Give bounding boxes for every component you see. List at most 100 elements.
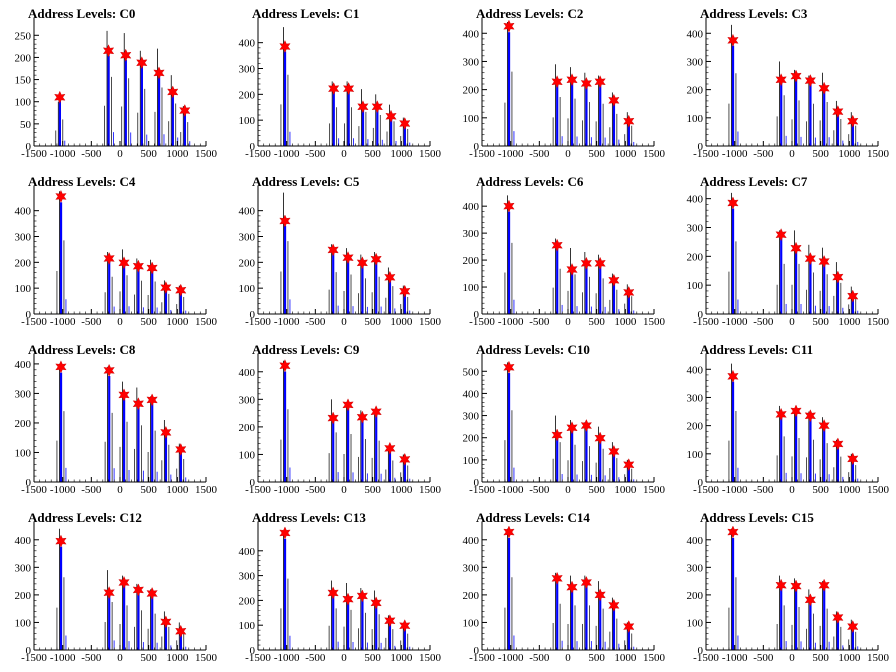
peak-marker xyxy=(623,285,635,299)
hist-bar xyxy=(507,373,511,482)
peak-marker xyxy=(727,525,739,539)
y-tick-label: 200 xyxy=(15,52,32,64)
peak-marker xyxy=(102,44,115,58)
peak-marker xyxy=(566,421,578,435)
x-tick-label: 500 xyxy=(812,316,829,328)
x-tick-label: 1000 xyxy=(390,484,413,496)
x-tick-label: -1500 xyxy=(21,148,47,160)
x-tick-label: -500 xyxy=(305,148,326,160)
x-tick-label: -1000 xyxy=(274,484,300,496)
hist-bar xyxy=(809,261,812,314)
y-tick-label: 100 xyxy=(463,455,480,467)
chart-panel-c14: 0 100 200 300 400 -1500 -1000 -500 0 500 1000 1500 A… xyxy=(448,504,672,672)
peak-marker xyxy=(623,620,635,634)
peak-marker xyxy=(832,270,844,284)
panel-title-prefix: Address Levels: xyxy=(28,174,120,189)
y-tick-label: 400 xyxy=(463,388,480,400)
y-tick-label: 400 xyxy=(239,38,256,50)
peak-marker xyxy=(179,104,191,118)
hist-bar xyxy=(795,414,798,482)
panel-title-prefix: Address Levels: xyxy=(700,6,792,21)
peak-marker xyxy=(384,270,396,284)
chart-svg: 0 100 200 300 400 -1500 -1000 -500 0 500 1000 1500 xyxy=(239,522,442,664)
hist-bar xyxy=(108,595,111,650)
x-tick-label: 500 xyxy=(364,148,381,160)
x-tick-label: -500 xyxy=(529,148,550,160)
hist-bar xyxy=(123,265,126,314)
y-tick-label: 400 xyxy=(687,28,704,40)
peak-marker xyxy=(551,75,563,89)
x-tick-label: 1000 xyxy=(166,484,189,496)
x-tick-label: 0 xyxy=(565,316,571,328)
chart-svg: 0 100 200 300 400 -1500 -1000 -500 0 500 1000 1500 xyxy=(463,18,666,160)
hist-bar xyxy=(851,297,854,314)
y-tick-label: 300 xyxy=(15,388,32,400)
x-tick-label: -500 xyxy=(529,484,550,496)
y-tick-label: 100 xyxy=(463,113,480,125)
y-tick-label: 300 xyxy=(463,411,480,423)
hist-bar xyxy=(151,404,154,482)
peak-marker xyxy=(384,614,396,628)
x-tick-label: -1000 xyxy=(722,148,748,160)
peak-marker xyxy=(399,284,411,298)
x-tick-label: 0 xyxy=(117,316,123,328)
peak-marker xyxy=(160,615,172,629)
panel-title-prefix: Address Levels: xyxy=(700,174,792,189)
panel-title-prefix: Address Levels: xyxy=(252,174,344,189)
panel-title-channel: C4 xyxy=(119,174,136,189)
x-tick-label: 500 xyxy=(588,484,605,496)
chart-panel-c0: 0 50 100 150 200 250 -1500 -1000 -500 0 500 1000 150… xyxy=(0,0,224,168)
hist-bar xyxy=(780,238,783,314)
hist-bar xyxy=(836,113,840,146)
y-tick-label: 100 xyxy=(15,283,32,295)
panel-title-channel: C5 xyxy=(343,174,360,189)
hist-bar xyxy=(612,452,616,482)
hist-bar xyxy=(108,261,111,314)
hist-bar xyxy=(123,585,126,650)
y-tick-label: 200 xyxy=(687,251,704,263)
hist-bar xyxy=(361,108,365,146)
y-tick-label: 400 xyxy=(239,206,256,218)
peak-marker xyxy=(153,66,165,80)
x-tick-label: -500 xyxy=(753,148,774,160)
hist-bar xyxy=(780,588,783,650)
hist-bar xyxy=(347,91,350,146)
peak-marker xyxy=(136,56,148,70)
hist-bar xyxy=(599,597,602,650)
peak-marker xyxy=(804,409,816,423)
x-tick-label: -1000 xyxy=(498,484,524,496)
x-tick-label: 0 xyxy=(341,316,347,328)
peak-marker xyxy=(551,238,563,252)
hist-bar xyxy=(507,211,511,314)
hist-bar xyxy=(375,261,378,314)
hist-bar xyxy=(137,268,140,314)
hist-bar xyxy=(612,281,616,314)
x-tick-label: 1000 xyxy=(166,316,189,328)
x-tick-label: -1500 xyxy=(21,484,47,496)
peak-marker xyxy=(167,85,179,99)
peak-marker xyxy=(342,592,354,606)
x-tick-label: -1000 xyxy=(50,316,76,328)
x-tick-label: -1500 xyxy=(469,148,495,160)
peak-marker xyxy=(132,259,144,273)
x-tick-label: -1000 xyxy=(50,148,76,160)
hist-bar xyxy=(107,55,110,146)
hist-bar xyxy=(388,622,392,650)
x-tick-label: 0 xyxy=(565,148,571,160)
x-tick-label: 500 xyxy=(364,316,381,328)
x-tick-label: -500 xyxy=(81,148,102,160)
peak-marker xyxy=(566,73,578,87)
x-tick-label: -1000 xyxy=(498,148,524,160)
y-tick-label: 400 xyxy=(463,28,480,40)
x-tick-label: 1000 xyxy=(838,148,861,160)
hist-bar xyxy=(332,91,335,146)
peak-marker xyxy=(327,243,339,257)
y-tick-label: 300 xyxy=(239,64,256,76)
y-tick-label: 100 xyxy=(239,115,256,127)
panel-title-channel: C12 xyxy=(119,510,142,525)
hist-bar xyxy=(731,45,735,146)
hist-bar xyxy=(571,271,574,314)
panel-title: Address Levels: C4 xyxy=(28,174,135,190)
panel-title: Address Levels: C1 xyxy=(252,6,359,22)
peak-marker xyxy=(847,114,859,128)
